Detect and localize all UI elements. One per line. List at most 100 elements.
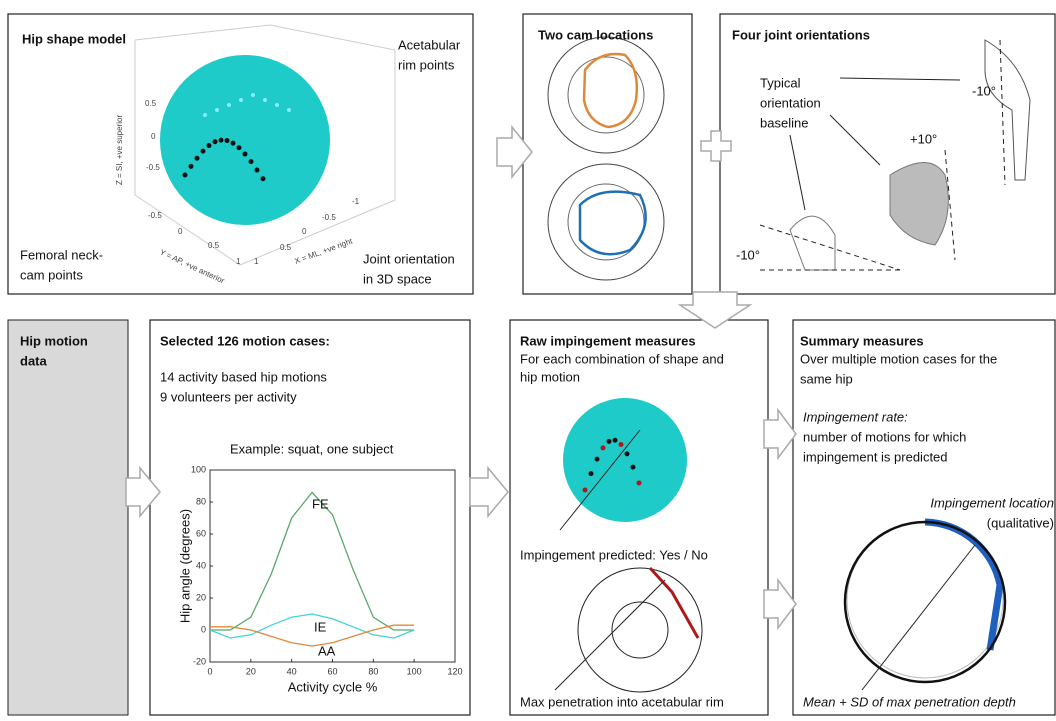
cam-point: [207, 143, 212, 148]
cam-point: [213, 139, 218, 144]
cam-point: [637, 480, 642, 485]
label: Typical: [760, 75, 801, 90]
label: 0: [151, 132, 156, 141]
label: Femoral neck-: [20, 247, 103, 262]
cam-point: [237, 145, 242, 150]
label: Z = SI, +ve superior: [115, 115, 124, 186]
label: orientation: [760, 95, 821, 110]
label: -10°: [736, 247, 760, 262]
rim-point: [287, 108, 291, 112]
label: 80: [368, 666, 378, 676]
label: 1: [236, 257, 241, 266]
label: -0.5: [146, 163, 160, 172]
cam-point: [601, 445, 606, 450]
label: Selected 126 motion cases:: [160, 333, 330, 348]
label: Two cam locations: [538, 27, 653, 42]
sphere: [160, 55, 330, 225]
label: hip motion: [520, 369, 580, 384]
label: 14 activity based hip motions: [160, 369, 327, 384]
cam-point: [613, 438, 618, 443]
label: Over multiple motion cases for the: [800, 351, 997, 366]
cam-point: [189, 164, 194, 169]
cam-point: [225, 138, 230, 143]
label: Acetabular: [398, 37, 461, 52]
label: Impingement predicted: Yes / No: [520, 547, 708, 562]
label: 0.5: [208, 241, 220, 250]
label: Joint orientation: [363, 251, 455, 266]
label: 0: [207, 666, 212, 676]
label: number of motions for which: [803, 429, 966, 444]
cam-point: [201, 149, 206, 154]
label: 1: [254, 257, 259, 266]
label: 0: [178, 227, 183, 236]
label: Four joint orientations: [732, 27, 870, 42]
label: For each combination of shape and: [520, 351, 724, 366]
cam-point: [183, 173, 188, 178]
rim-point: [239, 98, 243, 102]
cam-point: [261, 176, 266, 181]
label: -0.5: [148, 211, 162, 220]
cam-point: [255, 168, 260, 173]
label: Hip angle (degrees): [177, 509, 192, 623]
arrow: [764, 580, 796, 628]
plot-area: [210, 470, 455, 662]
label: 80: [196, 496, 206, 506]
rim-point: [263, 98, 267, 102]
label: Max penetration into acetabular rim: [520, 694, 724, 709]
label: -20: [193, 656, 206, 666]
label: 40: [196, 560, 206, 570]
label: 40: [287, 666, 297, 676]
label: FE: [312, 496, 329, 511]
cam-point: [625, 451, 630, 456]
label: impingement is predicted: [803, 449, 948, 464]
rim-point: [251, 93, 255, 97]
label: Raw impingement measures: [520, 333, 696, 348]
label: -1: [352, 197, 360, 206]
cam-point: [595, 457, 600, 462]
label: Impingement location: [930, 495, 1054, 510]
label: 0: [302, 227, 307, 236]
rim-point: [275, 103, 279, 107]
label: IE: [314, 619, 327, 634]
motion-panel: [8, 320, 128, 715]
label: Mean + SD of max penetration depth: [803, 694, 1016, 709]
label: +10°: [910, 131, 937, 146]
cam-point: [631, 465, 636, 470]
label: Example: squat, one subject: [230, 441, 394, 456]
label: same hip: [800, 371, 853, 386]
label: data: [20, 353, 48, 368]
rim-point: [203, 113, 207, 117]
label: -10°: [972, 83, 996, 98]
label: Hip motion: [20, 333, 88, 348]
label: 20: [246, 666, 256, 676]
label: 60: [327, 666, 337, 676]
label: 100: [191, 464, 206, 474]
cam-point: [619, 442, 624, 447]
label: in 3D space: [363, 271, 432, 286]
label: Hip shape model: [22, 31, 126, 46]
label: -0.5: [322, 213, 336, 222]
label: 20: [196, 592, 206, 602]
label: Activity cycle %: [288, 679, 378, 694]
cam-point: [589, 471, 594, 476]
label: 100: [407, 666, 422, 676]
rim-point: [215, 108, 219, 112]
arrow: [470, 468, 508, 516]
cam-point: [195, 156, 200, 161]
label: (qualitative): [987, 515, 1054, 530]
label: 0: [201, 624, 206, 634]
label: cam points: [20, 267, 83, 282]
rim-point: [227, 103, 231, 107]
label: 60: [196, 528, 206, 538]
cam-point: [243, 152, 248, 157]
cam-point: [249, 159, 254, 164]
cam-point: [231, 141, 236, 146]
cam-point: [219, 138, 224, 143]
cam-point: [607, 439, 612, 444]
arrow: [764, 410, 796, 458]
label: baseline: [760, 115, 808, 130]
label: Impingement rate:: [803, 409, 908, 424]
label: 0.5: [145, 99, 157, 108]
label: AA: [318, 643, 336, 658]
label: 0.5: [280, 243, 292, 252]
